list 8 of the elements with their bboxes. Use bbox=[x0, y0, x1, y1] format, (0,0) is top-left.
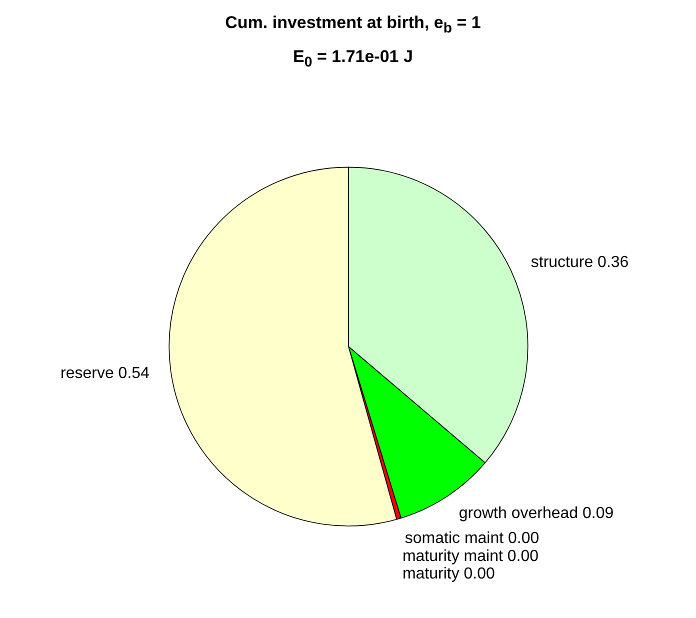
slice-label: reserve 0.54 bbox=[60, 365, 150, 382]
chart-subtitle: E$_{0}$ = 1.71e-01 J bbox=[292, 46, 414, 72]
slice-label: somatic maint 0.00 bbox=[404, 530, 540, 548]
category-label: maturity maint 0.00 bbox=[402, 548, 538, 565]
category-label: maturity 0.00 bbox=[402, 566, 495, 583]
chart-title: Cum. investment at birth, e$_{b}$ = 1 bbox=[225, 12, 481, 38]
slice-label: structure 0.36 bbox=[530, 254, 629, 272]
slice-label: growth overhead 0.09 bbox=[458, 505, 614, 522]
